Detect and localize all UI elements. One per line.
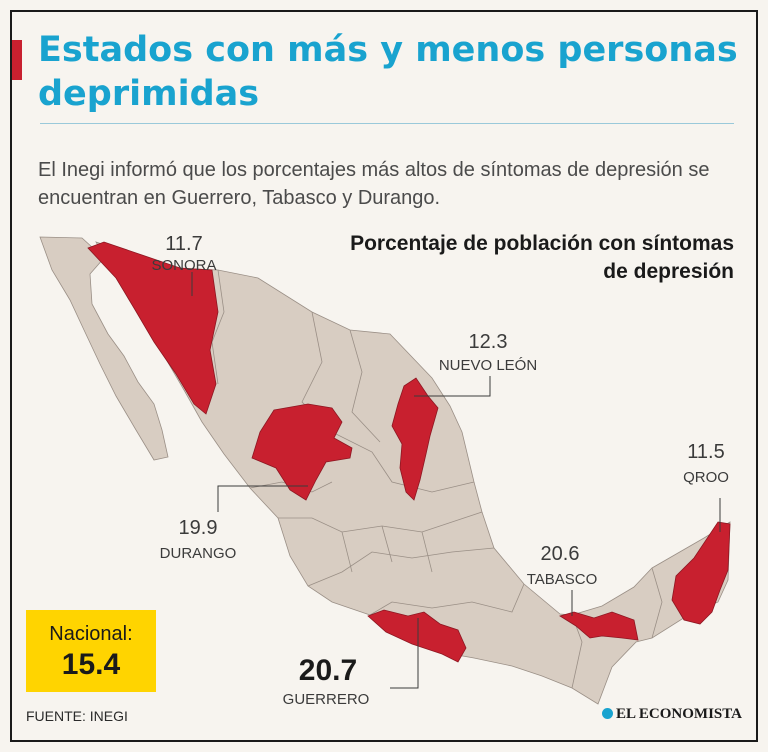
state-borders <box>211 269 663 689</box>
nuevo-leon-region <box>391 377 439 501</box>
qroo-name: QROO <box>683 469 729 486</box>
tabasco-name: TABASCO <box>527 571 598 588</box>
leader-lines <box>191 272 721 689</box>
qroo-value: 11.5 <box>687 441 724 463</box>
map-legend-title: Porcentaje de población con síntomas de … <box>350 232 734 283</box>
qroo-region <box>671 521 731 625</box>
national-value: 15.4 <box>61 648 121 681</box>
nuevo-leon-value: 12.3 <box>469 331 508 353</box>
sonora-value: 11.7 <box>165 233 202 255</box>
title-accent-bar <box>12 40 22 80</box>
page-title: Estados con más y menos personas deprimi… <box>38 30 738 114</box>
publisher-logo: EL ECONOMISTA <box>602 706 742 723</box>
tabasco-region <box>559 611 639 641</box>
logo-icon <box>602 708 613 719</box>
guerrero-region <box>367 609 467 663</box>
source-note: FUENTE: INEGI <box>26 708 128 724</box>
publisher-name: EL ECONOMISTA <box>616 706 742 722</box>
sonora-region <box>87 241 219 415</box>
guerrero-name: GUERRERO <box>283 691 370 708</box>
durango-region <box>251 403 353 501</box>
national-average-badge: Nacional: 15.4 <box>26 610 156 692</box>
durango-name: DURANGO <box>160 545 237 562</box>
tabasco-value: 20.6 <box>541 543 580 565</box>
national-label: Nacional: <box>49 623 133 645</box>
subtitle: El Inegi informó que los porcentajes más… <box>38 159 710 209</box>
guerrero-value: 20.7 <box>299 654 357 687</box>
mexico-map: 11.7 SONORA 12.3 NUEVO LEÓN 19.9 DURANGO… <box>39 233 731 708</box>
sonora-name: SONORA <box>151 257 216 274</box>
baja-california-shape <box>39 236 169 461</box>
title-divider <box>40 123 734 124</box>
durango-value: 19.9 <box>179 517 218 539</box>
infographic-frame: Estados con más y menos personas deprimi… <box>10 10 758 742</box>
nuevo-leon-name: NUEVO LEÓN <box>439 357 537 374</box>
